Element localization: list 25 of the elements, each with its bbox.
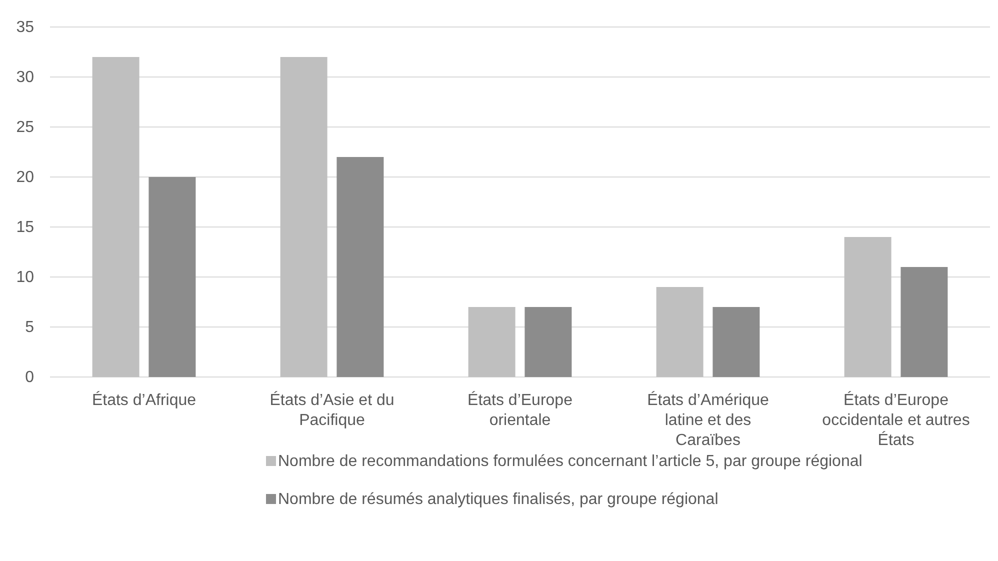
y-tick-label: 0	[25, 369, 34, 386]
legend-label: Nombre de recommandations formulées concernant l’article 5, par groupe régional	[278, 453, 862, 470]
bar	[92, 57, 140, 377]
y-tick-label: 15	[16, 219, 34, 236]
x-tick-label: États d’Europe occidentale et autres États	[822, 391, 970, 449]
y-tick-label: 5	[25, 319, 34, 336]
bar	[524, 307, 572, 377]
y-tick-label: 25	[16, 119, 34, 136]
y-tick-label: 35	[16, 19, 34, 36]
y-tick-label: 10	[16, 269, 34, 286]
y-tick-label: 20	[16, 169, 34, 186]
legend-label: Nombre de résumés analytiques finalisés, par groupe régional	[278, 491, 718, 508]
y-tick-label: 30	[16, 69, 34, 86]
bar	[148, 177, 196, 377]
bar	[280, 57, 328, 377]
x-tick-label: États d’Amérique latine et des Caraïbes	[647, 391, 770, 449]
x-tick-label: États d’Europe orientale	[468, 391, 573, 429]
x-tick-label: États d’Afrique	[92, 391, 196, 409]
bar	[336, 157, 384, 377]
x-tick-label: États d’Asie et du Pacifique	[270, 391, 394, 429]
bar	[656, 287, 704, 377]
bar	[712, 307, 760, 377]
bar	[900, 267, 948, 377]
bar	[844, 237, 892, 377]
bar	[468, 307, 516, 377]
